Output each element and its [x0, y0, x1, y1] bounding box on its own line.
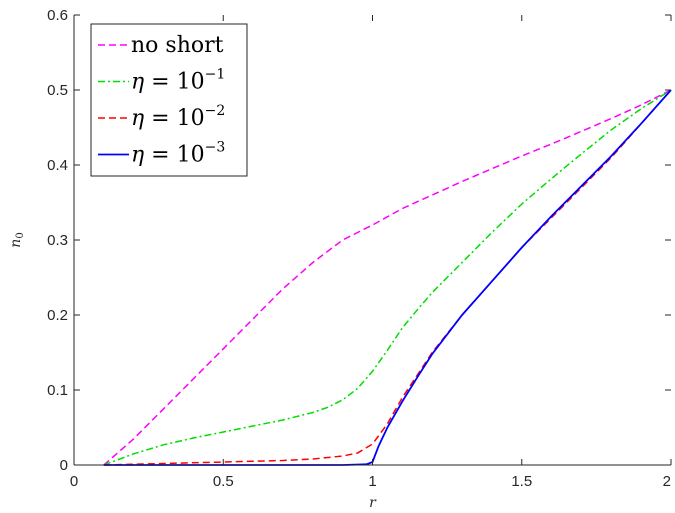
y-tick-label: 0.5: [47, 82, 68, 99]
legend-entry-1: no short: [98, 33, 224, 58]
x-tick-labels: 0 0.5 1 1.5 2: [70, 473, 671, 490]
y-tick-labels: 0 0.1 0.2 0.3 0.4 0.5 0.6: [47, 7, 68, 474]
legend-box: [90, 23, 248, 177]
y-axis-label-main: n: [8, 239, 24, 248]
y-tick-label: 0.3: [47, 232, 68, 249]
x-tick-label: 0: [70, 473, 78, 490]
legend-entry-4: η = 10−3: [98, 140, 225, 168]
y-axis-label-subscript: 0: [15, 232, 26, 238]
legend-entries: no short η = 10−1 η = 10−2 η = 10−3: [98, 33, 225, 168]
axis-layer: [73, 14, 672, 466]
y-axis-label: n0: [8, 232, 26, 247]
x-tick-label: 1.5: [511, 473, 532, 490]
legend-label: η = 10−3: [131, 140, 225, 168]
y-tick-label: 0.4: [47, 157, 68, 174]
legend-label: no short: [131, 33, 224, 58]
y-tick-label: 0.2: [47, 307, 68, 324]
legend-label: η = 10−2: [131, 103, 225, 131]
x-axis-label: r: [369, 495, 377, 511]
series-line-3: [103, 89, 672, 466]
y-tick-label: 0: [60, 457, 68, 474]
legend-entry-2: η = 10−1: [98, 67, 225, 95]
x-tick-label: 1: [368, 473, 376, 490]
x-tick-label: 0.5: [213, 473, 234, 490]
legend-entry-3: η = 10−2: [98, 103, 225, 131]
series-line-2: [103, 89, 672, 466]
x-tick-label: 2: [663, 473, 671, 490]
y-tick-label: 0.1: [47, 382, 68, 399]
series-line-1: [103, 89, 672, 466]
legend-label: η = 10−1: [131, 67, 225, 95]
legend: no short η = 10−1 η = 10−2 η = 10−3: [90, 23, 248, 177]
y-tick-label: 0.6: [47, 7, 68, 24]
